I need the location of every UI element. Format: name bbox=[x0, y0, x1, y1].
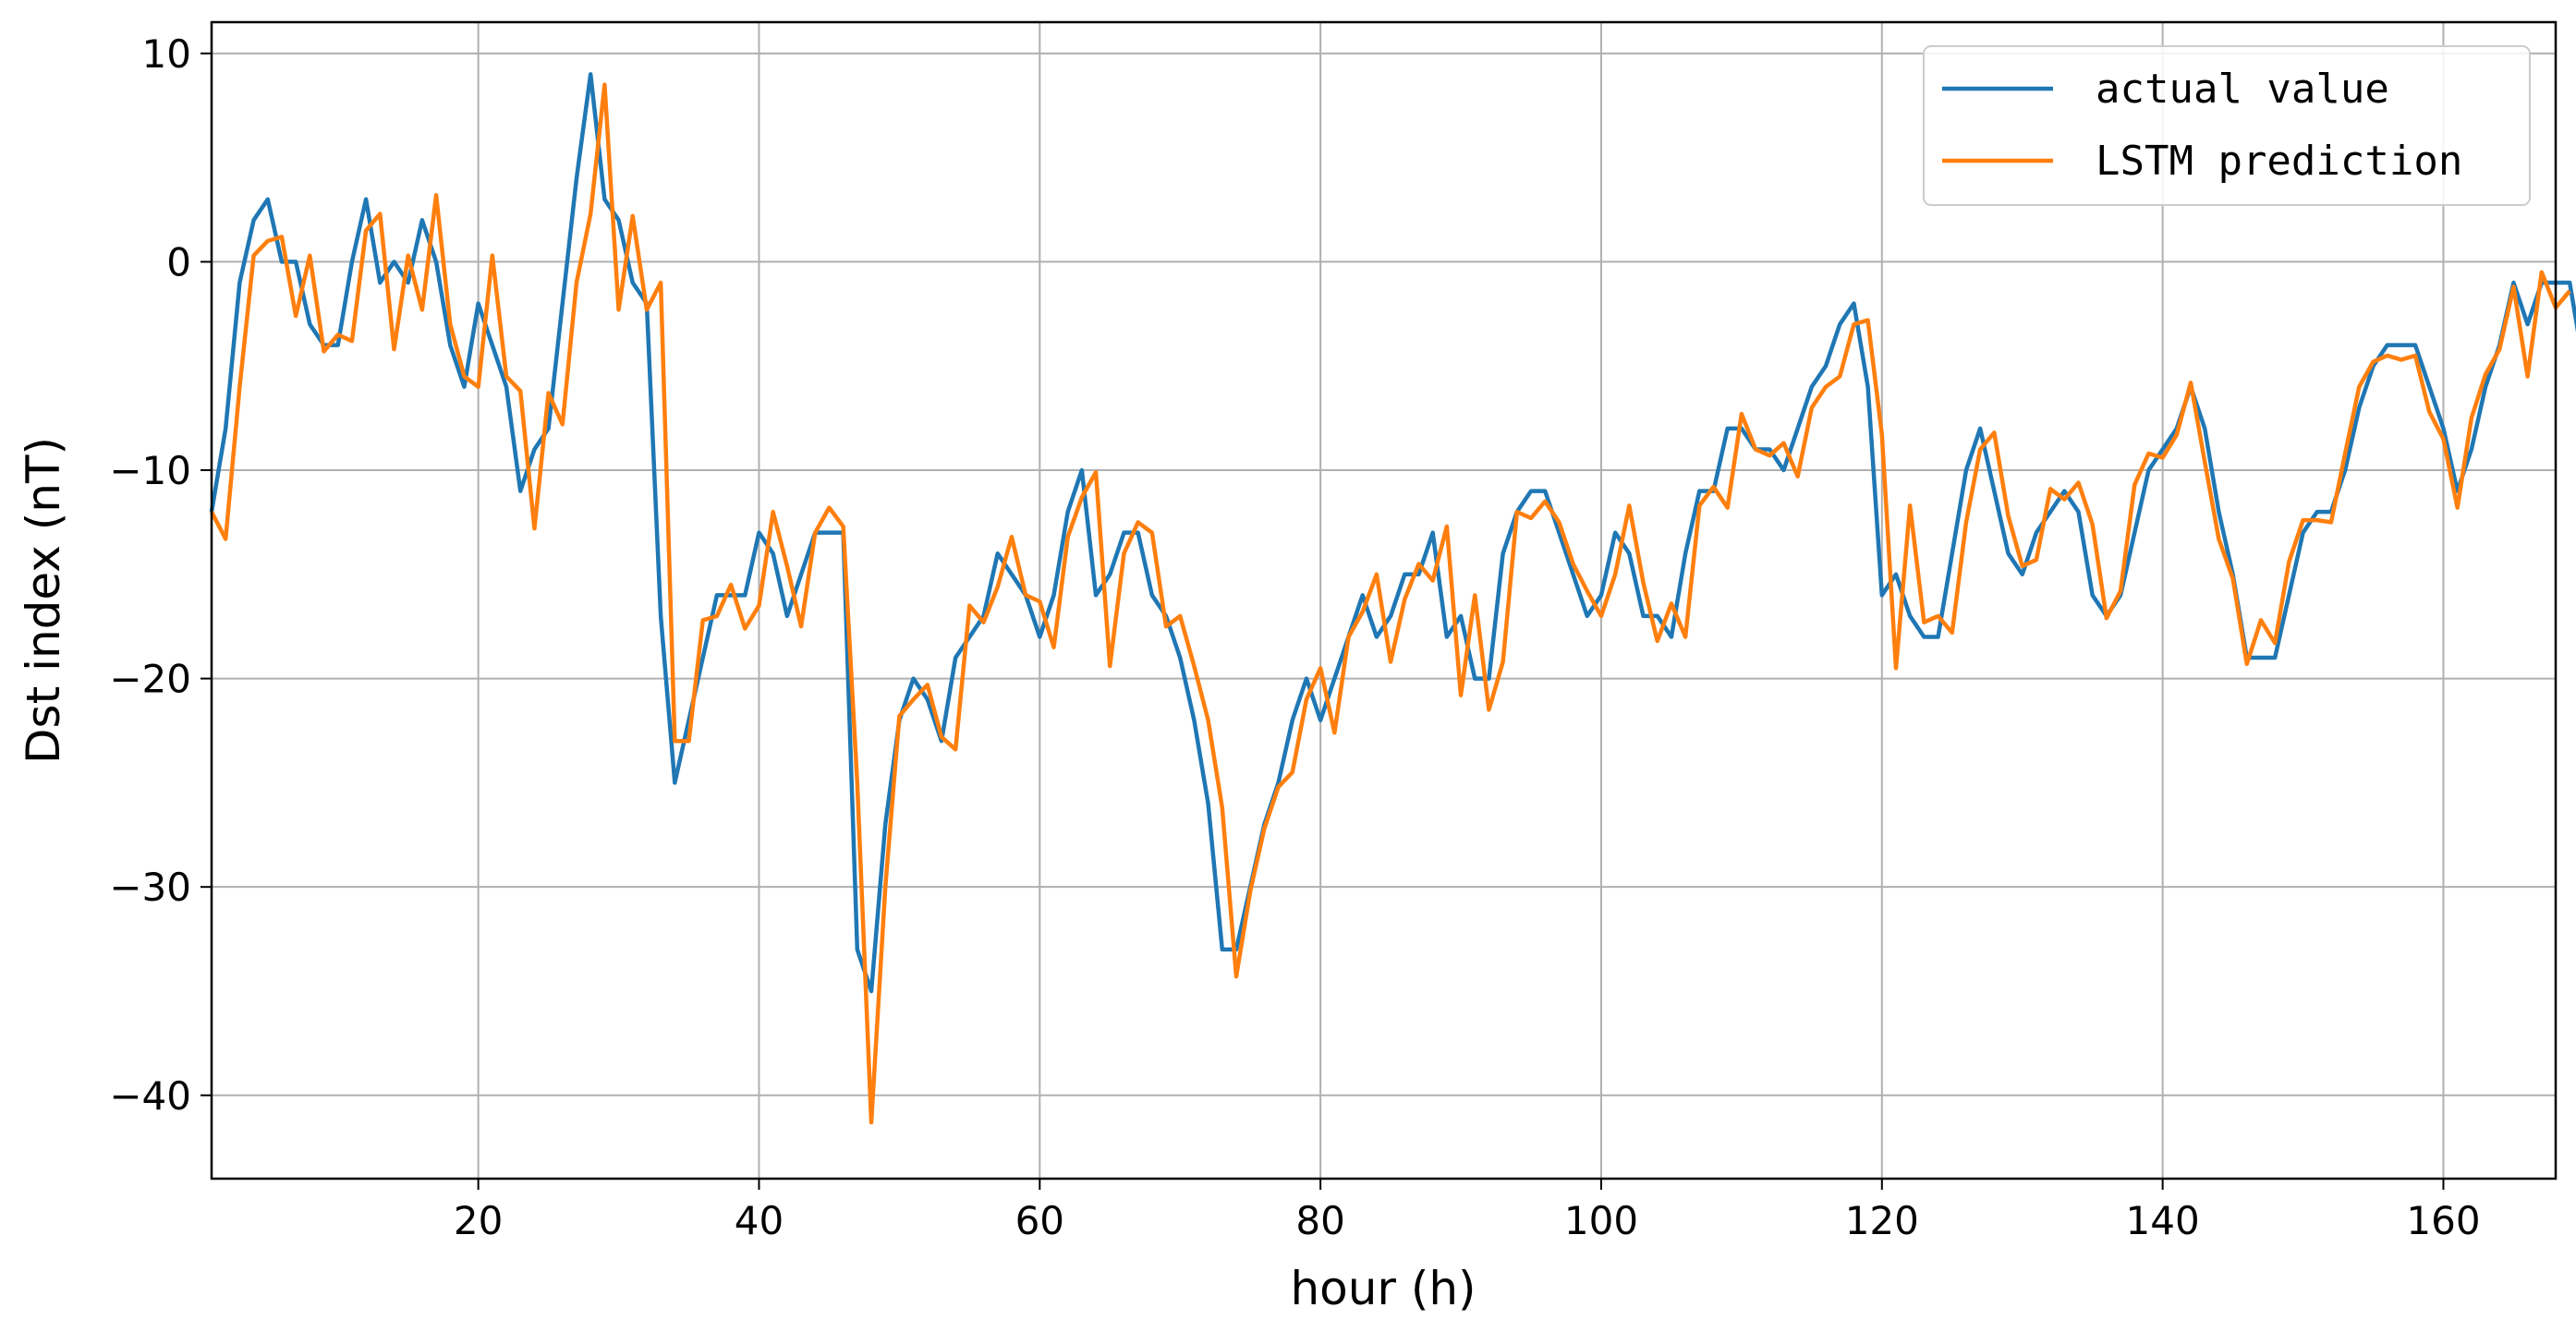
y-tick-label: −30 bbox=[109, 865, 191, 910]
y-tick-label: 10 bbox=[142, 31, 191, 77]
x-tick-label: 60 bbox=[1015, 1198, 1064, 1243]
x-tick-label: 120 bbox=[1845, 1198, 1919, 1243]
x-tick-label: 100 bbox=[1564, 1198, 1638, 1243]
series-line-actual-value bbox=[209, 72, 2576, 994]
y-axis-label: Dst index (nT) bbox=[17, 437, 70, 764]
x-tick-label: 140 bbox=[2126, 1198, 2200, 1243]
x-tick-label: 160 bbox=[2406, 1198, 2480, 1243]
plot-frame bbox=[210, 20, 2558, 1181]
y-tick-label: −20 bbox=[109, 657, 191, 702]
series-line-lstm-prediction bbox=[210, 82, 2571, 1125]
y-ticks: 10 0 −10 −20 −30 −40 bbox=[109, 31, 212, 1119]
y-tick-label: −10 bbox=[109, 448, 191, 493]
y-tick-label: −40 bbox=[109, 1073, 191, 1119]
legend-box bbox=[1923, 45, 2531, 206]
x-axis-label: hour (h) bbox=[1290, 1262, 1476, 1315]
legend-label-lstm-prediction: LSTM prediction bbox=[2096, 138, 2462, 185]
legend-label-actual-value: actual value bbox=[2096, 66, 2389, 113]
x-tick-label: 20 bbox=[454, 1198, 503, 1243]
y-tick-label: 0 bbox=[166, 239, 191, 285]
x-tick-label: 80 bbox=[1295, 1198, 1344, 1243]
x-tick-label: 40 bbox=[735, 1198, 784, 1243]
legend: actual value LSTM prediction bbox=[1923, 45, 2531, 206]
x-ticks: 20 40 60 80 100 120 140 160 bbox=[454, 1179, 2481, 1243]
grid bbox=[212, 22, 2556, 1179]
series-lines bbox=[209, 72, 2576, 1125]
